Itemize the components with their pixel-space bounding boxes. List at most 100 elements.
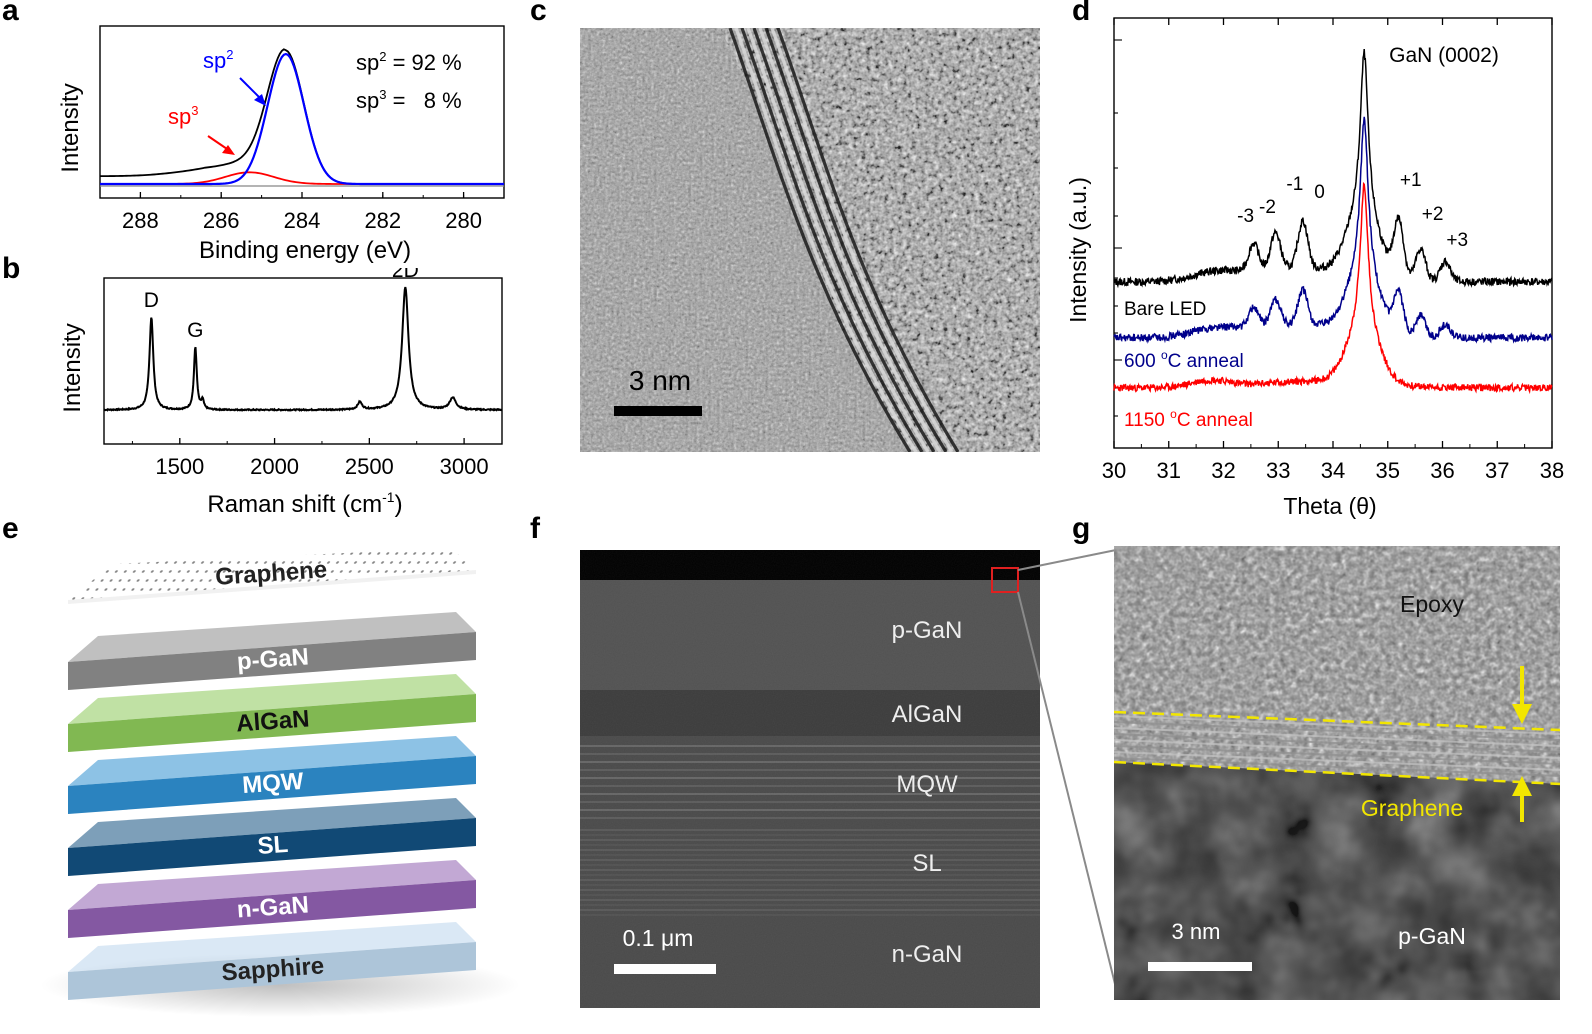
layer-mqw: MQW (68, 736, 476, 814)
scale-bar-f (614, 964, 716, 974)
svg-text:sp2 = 92 %: sp2 = 92 % (356, 49, 462, 75)
raman-chart: 1500 2000 2500 3000 D G 2D Intensity Raman sh… (59, 268, 503, 518)
ratio-sp3-value: = 8 % (386, 88, 461, 113)
layer-top-face (68, 860, 476, 910)
xrd-fringe-label: -2 (1259, 197, 1276, 218)
sp2-sup: 2 (226, 47, 233, 62)
layer-p-gan: p-GaN (68, 612, 476, 690)
label-graphene: Graphene (1361, 795, 1463, 821)
raman-ylabel: Intensity (59, 323, 86, 412)
layer-front-face (68, 694, 476, 752)
layer-top-face (68, 922, 476, 972)
layer-graphene: Graphene (68, 548, 476, 604)
xrd-xtick-label: 32 (1211, 458, 1235, 483)
graphene-sheet (68, 548, 476, 600)
layer-sl: SL (68, 798, 476, 876)
panel-label-f: f (530, 512, 540, 545)
xps-chart: 288 286 284 282 280 Intensity Binding energy… (57, 25, 505, 264)
hrtem-image-g: Epoxy Graphene p-GaN 3 nm (1114, 546, 1560, 1000)
raman-xlabel: Raman shift (cm (207, 491, 382, 518)
raman-xtick-label: 2000 (250, 454, 299, 479)
label-pgan: p-GaN (1398, 923, 1466, 949)
svg-text:600 oC anneal: 600 oC anneal (1124, 348, 1244, 372)
lattice-fringe (746, 28, 930, 452)
ratio-sp2-label: sp (356, 50, 379, 75)
xrd-fringe-label: +1 (1400, 170, 1422, 191)
raman-xtick-label: 3000 (440, 454, 489, 479)
lattice-fringe (728, 28, 912, 452)
raman-xtick-label: 1500 (155, 454, 204, 479)
layer-label-mqw: MQW (896, 771, 958, 798)
panel-label-c: c (530, 0, 547, 27)
xrd-xtick-label: 34 (1321, 458, 1345, 483)
xrd-xtick-label: 33 (1266, 458, 1290, 483)
interface-fringe (1114, 721, 1560, 741)
layer-label-ngan: n-GaN (892, 941, 963, 968)
ratio-sp3-sup: 3 (379, 87, 386, 102)
xps-xtick-label: 282 (364, 208, 401, 233)
xrd-xtick-label: 37 (1485, 458, 1509, 483)
svg-text:sp3 = 8 %: sp3 = 8 % (356, 87, 462, 113)
scale-bar-c (614, 406, 702, 416)
layer-label: SL (257, 831, 289, 860)
xrd-series-line (1113, 116, 1553, 344)
legend-1150-deg: o (1170, 407, 1177, 421)
layer-label-algan: AlGaN (892, 701, 963, 728)
panel-label-g: g (1072, 512, 1091, 545)
layer-shade (68, 942, 476, 1000)
layer-front-face (68, 818, 476, 876)
panel-label-a: a (2, 0, 19, 27)
layer-shade (68, 632, 476, 690)
layer-shade (68, 756, 476, 814)
panel-label-b: b (2, 252, 21, 285)
interface-fringe (1114, 715, 1560, 735)
xrd-fringe-label: +3 (1446, 230, 1468, 251)
scale-text-f: 0.1 μm (623, 925, 694, 951)
legend-bare-led: Bare LED (1124, 299, 1206, 320)
stem-image-f: p-GaN AlGaN MQW SL n-GaN 0.1 μm (580, 550, 1040, 1008)
xrd-xtick-label: 36 (1430, 458, 1454, 483)
xps-xlabel: Binding energy (eV) (199, 237, 411, 264)
layer-n-gan: n-GaN (68, 860, 476, 938)
xps-xtick-label: 288 (122, 208, 159, 233)
xrd-ylabel: Intensity (a.u.) (1065, 177, 1091, 323)
xrd-series-line (1113, 48, 1553, 289)
layer-label-pgan: p-GaN (892, 617, 963, 644)
xrd-series-line (1113, 181, 1553, 395)
svg-text:sp3: sp3 (168, 103, 198, 129)
layer-top-face (68, 612, 476, 662)
layer-front-face (68, 756, 476, 814)
layer-algan: AlGaN (68, 674, 476, 752)
scale-bar-g (1148, 962, 1252, 971)
raman-peak-label: G (187, 319, 203, 342)
raman-xlabel-sup: -1 (382, 489, 395, 505)
layer-front-face (68, 942, 476, 1000)
xrd-xtick-label: 38 (1540, 458, 1564, 483)
raman-xtick-label: 2500 (345, 454, 394, 479)
lattice-fringe (740, 28, 924, 452)
raman-spectrum-line (103, 286, 503, 413)
lattice-fringe (752, 28, 936, 452)
interface-fringe (1114, 757, 1560, 777)
svg-text:Raman shift (cm-1): Raman shift (cm-1) (207, 489, 402, 518)
layer-label: MQW (241, 768, 304, 799)
lattice-fringe (776, 28, 960, 452)
layer-top-face (68, 798, 476, 848)
panel-label-d: d (1072, 0, 1091, 27)
layer-shade (68, 694, 476, 752)
legend-1150-post: C anneal (1177, 410, 1253, 431)
interface-fringe (1114, 727, 1560, 747)
raman-peak-label: D (144, 289, 159, 312)
layer-shade (68, 818, 476, 876)
layer-label-sl: SL (912, 850, 941, 877)
xps-xtick-label: 286 (203, 208, 240, 233)
layer-label: p-GaN (236, 643, 310, 675)
ratio-sp3-label: sp (356, 88, 379, 113)
svg-text:sp2: sp2 (203, 47, 233, 73)
xps-xtick-label: 284 (284, 208, 321, 233)
sp2-label: sp (203, 48, 226, 73)
legend-600-pre: 600 (1124, 351, 1161, 372)
interface-fringe (1114, 733, 1560, 753)
layer-front-face (68, 632, 476, 690)
